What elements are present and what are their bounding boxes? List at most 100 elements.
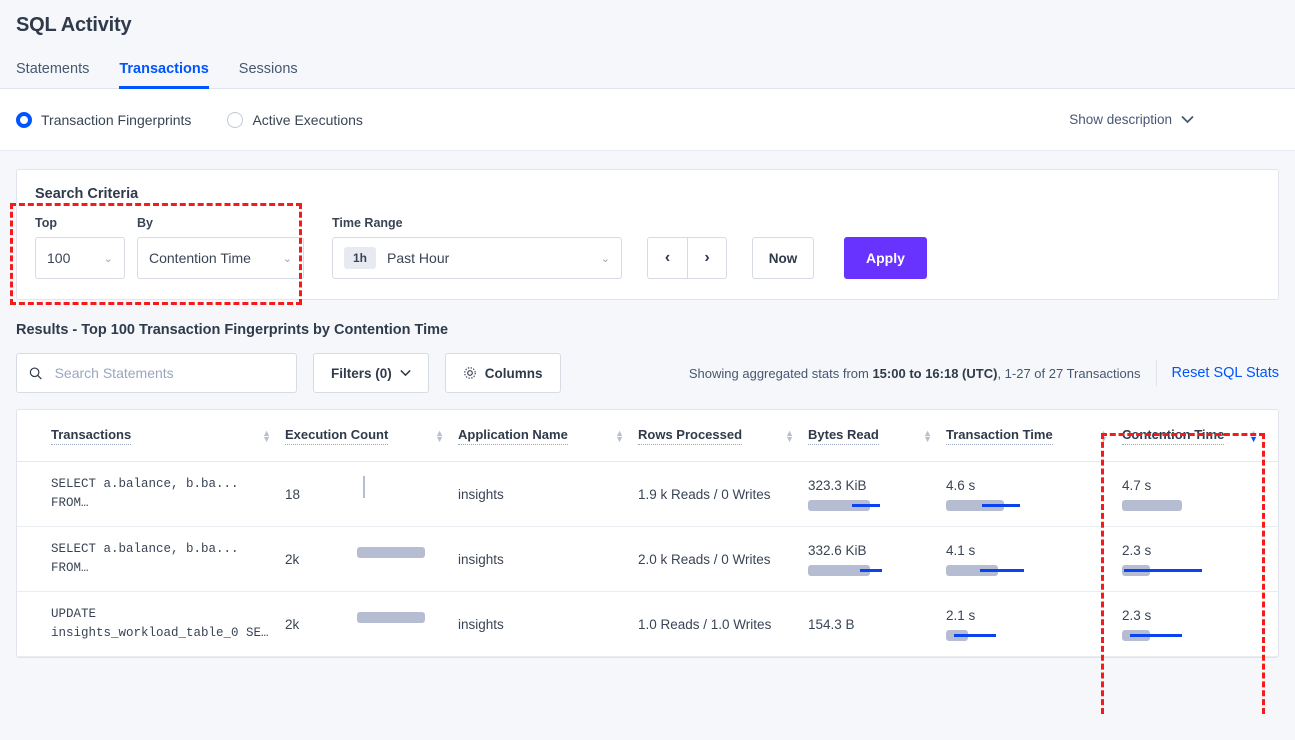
column-label-application-name[interactable]: Application Name bbox=[458, 427, 568, 445]
time-range-pill: 1h bbox=[344, 247, 377, 269]
column-header-contention-time[interactable]: Contention Time ▲ ▼ bbox=[1122, 410, 1272, 462]
cell-rows-processed: 1.0 Reads / 1.0 Writes bbox=[638, 591, 808, 657]
execution-count-value: 18 bbox=[285, 486, 301, 502]
transaction-time-bar bbox=[946, 564, 1066, 576]
column-label-transactions[interactable]: Transactions bbox=[51, 427, 132, 445]
bytes-read-bar bbox=[808, 499, 928, 511]
table-row[interactable]: SELECT a.balance, b.ba... FROM… 18 insig… bbox=[17, 461, 1278, 527]
sort-icon-contention-time[interactable]: ▲ ▼ bbox=[1249, 428, 1258, 444]
cell-bytes-read: 154.3 B bbox=[808, 591, 946, 657]
cell-transaction[interactable]: SELECT a.balance, b.ba... FROM… bbox=[17, 461, 285, 527]
table-row[interactable]: SELECT a.balance, b.ba... FROM… 2k insig… bbox=[17, 526, 1278, 592]
table-body: SELECT a.balance, b.ba... FROM… 18 insig… bbox=[17, 461, 1278, 657]
cell-bytes-read: 332.6 KiB bbox=[808, 526, 946, 592]
time-range-value: Past Hour bbox=[387, 250, 450, 266]
radio-unselected-icon bbox=[227, 111, 244, 128]
time-range-field: Time Range 1h Past Hour ⌄ bbox=[332, 216, 622, 279]
column-label-rows-processed[interactable]: Rows Processed bbox=[638, 427, 743, 445]
cell-transaction[interactable]: SELECT a.balance, b.ba... FROM… bbox=[17, 526, 285, 592]
gear-icon bbox=[463, 367, 476, 379]
by-select[interactable]: Contention Time ⌄ bbox=[137, 237, 304, 279]
cell-transaction-time: 2.1 s bbox=[946, 591, 1122, 657]
columns-button[interactable]: Columns bbox=[444, 353, 561, 393]
results-stats: Showing aggregated stats from 15:00 to 1… bbox=[689, 360, 1279, 386]
chevron-down-icon: ⌄ bbox=[282, 252, 292, 265]
cell-execution-count: 2k bbox=[285, 591, 458, 657]
by-value: Contention Time bbox=[149, 250, 251, 266]
top-field: Top 100 ⌄ bbox=[35, 216, 125, 279]
tab-bar: Statements Transactions Sessions bbox=[0, 43, 1295, 89]
search-statements-box[interactable] bbox=[16, 353, 297, 393]
filters-button[interactable]: Filters (0) bbox=[313, 353, 429, 393]
top-label: Top bbox=[35, 216, 57, 230]
statement-line-2[interactable]: FROM… bbox=[51, 561, 89, 575]
toolbar-divider bbox=[1155, 360, 1157, 386]
radio-selected-icon bbox=[16, 111, 32, 128]
search-criteria-row: Top 100 ⌄ By Contention Time ⌄ Time Rang… bbox=[35, 216, 1260, 279]
top-select[interactable]: 100 ⌄ bbox=[35, 237, 125, 279]
statement-line-2[interactable]: insights_workload_table_0 SE… bbox=[51, 626, 269, 640]
statement-line-1[interactable]: SELECT a.balance, b.ba... bbox=[51, 477, 239, 491]
radio-active-executions[interactable]: Active Executions bbox=[227, 111, 363, 128]
column-label-bytes-read[interactable]: Bytes Read bbox=[808, 427, 879, 445]
contention-time-bar bbox=[1122, 629, 1242, 641]
statement-line-2[interactable]: FROM… bbox=[51, 496, 89, 510]
row-gutter bbox=[1272, 461, 1278, 527]
contention-time-bar bbox=[1122, 564, 1242, 576]
tab-statements[interactable]: Statements bbox=[16, 61, 90, 77]
contention-time-bar bbox=[1122, 499, 1242, 511]
column-label-contention-time[interactable]: Contention Time bbox=[1122, 427, 1225, 445]
column-header-rows-processed[interactable]: Rows Processed ▲ ▼ bbox=[638, 410, 808, 462]
transaction-time-bar bbox=[946, 629, 1066, 641]
statement-line-1[interactable]: SELECT a.balance, b.ba... bbox=[51, 542, 239, 556]
search-criteria-card: Search Criteria Top 100 ⌄ By Contention … bbox=[16, 169, 1279, 300]
radio-active-executions-label: Active Executions bbox=[252, 111, 363, 128]
column-header-bytes-read[interactable]: Bytes Read ▲ ▼ bbox=[808, 410, 946, 462]
cell-execution-count: 18 bbox=[285, 461, 458, 527]
by-label: By bbox=[137, 216, 153, 230]
bytes-read-value: 323.3 KiB bbox=[808, 477, 867, 493]
column-label-execution-count[interactable]: Execution Count bbox=[285, 427, 389, 445]
columns-label: Columns bbox=[484, 365, 543, 381]
chevron-right-icon[interactable]: › bbox=[687, 238, 726, 278]
reset-sql-stats-link[interactable]: Reset SQL Stats bbox=[1171, 365, 1279, 381]
search-icon bbox=[29, 366, 42, 380]
sort-icon-transaction-time[interactable]: ▲ ▼ bbox=[1099, 428, 1108, 444]
time-range-select[interactable]: 1h Past Hour ⌄ bbox=[332, 237, 622, 279]
column-label-transaction-time[interactable]: Transaction Time bbox=[946, 427, 1053, 445]
cell-transaction-time: 4.6 s bbox=[946, 461, 1122, 527]
sort-icon-execution-count[interactable]: ▲ ▼ bbox=[435, 428, 444, 444]
column-header-execution-count[interactable]: Execution Count ▲ ▼ bbox=[285, 410, 458, 462]
table-scroll-gutter bbox=[1272, 410, 1278, 462]
stats-text: Showing aggregated stats from 15:00 to 1… bbox=[689, 366, 1141, 381]
tab-transactions[interactable]: Transactions bbox=[119, 61, 210, 89]
show-description-toggle[interactable]: Show description bbox=[1069, 112, 1279, 127]
now-button[interactable]: Now bbox=[752, 237, 814, 279]
search-input[interactable] bbox=[52, 364, 284, 382]
column-header-application-name[interactable]: Application Name ▲ ▼ bbox=[458, 410, 638, 462]
sort-icon-bytes-read[interactable]: ▲ ▼ bbox=[923, 428, 932, 444]
search-criteria-title: Search Criteria bbox=[35, 186, 139, 202]
radio-transaction-fingerprints-label: Transaction Fingerprints bbox=[41, 111, 192, 128]
bytes-read-value: 154.3 B bbox=[808, 616, 855, 632]
cell-rows-processed: 2.0 k Reads / 0 Writes bbox=[638, 526, 808, 592]
cell-transaction[interactable]: UPDATE insights_workload_table_0 SE… bbox=[17, 591, 285, 657]
statement-line-1[interactable]: UPDATE bbox=[51, 607, 97, 621]
chevron-down-icon: ⌄ bbox=[103, 252, 113, 265]
chevron-down-icon: ⌄ bbox=[600, 252, 610, 265]
sort-icon-rows-processed[interactable]: ▲ ▼ bbox=[785, 428, 794, 444]
filters-label: Filters (0) bbox=[331, 365, 392, 381]
sort-icon-application-name[interactable]: ▲ ▼ bbox=[615, 428, 624, 444]
tab-sessions[interactable]: Sessions bbox=[238, 61, 298, 77]
apply-button[interactable]: Apply bbox=[844, 237, 927, 279]
chevron-left-icon[interactable]: ‹ bbox=[664, 249, 671, 266]
column-header-transactions[interactable]: Transactions ▲ ▼ bbox=[17, 410, 285, 462]
table-header-row: Transactions ▲ ▼ Execution Count ▲ ▼ Appli… bbox=[17, 410, 1278, 462]
radio-transaction-fingerprints[interactable]: Transaction Fingerprints bbox=[16, 111, 192, 128]
column-header-transaction-time[interactable]: Transaction Time ▲ ▼ bbox=[946, 410, 1122, 462]
chevron-down-icon bbox=[400, 369, 411, 377]
transaction-time-value: 4.6 s bbox=[946, 477, 976, 493]
contention-time-value: 2.3 s bbox=[1122, 607, 1152, 623]
sort-icon-transactions[interactable]: ▲ ▼ bbox=[262, 428, 271, 444]
table-row[interactable]: UPDATE insights_workload_table_0 SE… 2k … bbox=[17, 591, 1278, 657]
